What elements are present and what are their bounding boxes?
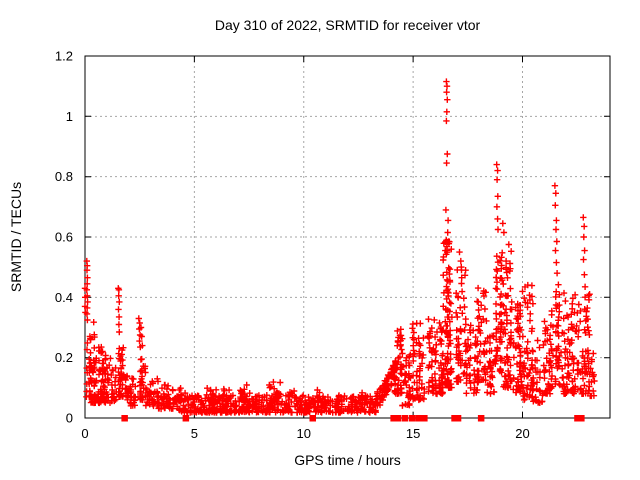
scatter-points-srmtid	[81, 78, 598, 416]
chart-title: Day 310 of 2022, SRMTID for receiver vto…	[214, 17, 481, 33]
y-tick-label: 0	[66, 411, 73, 426]
zero-value-square-marker	[451, 415, 458, 422]
zero-value-square-marker	[121, 415, 128, 422]
zero-value-square-marker	[574, 415, 581, 422]
zero-value-square-marker	[309, 415, 316, 422]
zero-value-square-marker	[390, 415, 397, 422]
x-tick-label: 0	[81, 426, 88, 441]
zero-value-square-marker	[401, 415, 409, 422]
zero-value-square-marker	[578, 415, 585, 422]
x-axis-label: GPS time / hours	[294, 452, 401, 468]
zero-value-square-marker	[182, 415, 190, 422]
y-tick-label: 1.2	[55, 49, 73, 64]
zero-value-square-marker	[421, 415, 428, 422]
y-axis-label: SRMTID / TECUs	[8, 181, 24, 293]
zero-value-square-marker	[454, 415, 462, 422]
zero-value-square-marker	[415, 415, 423, 422]
y-tick-label: 0.6	[55, 230, 73, 245]
x-tick-label: 5	[191, 426, 198, 441]
y-tick-label: 1	[66, 109, 73, 124]
zero-value-square-marker	[394, 415, 402, 422]
x-tick-label: 10	[297, 426, 311, 441]
x-tick-label: 15	[406, 426, 420, 441]
zero-value-square-marker	[409, 415, 416, 422]
y-tick-label: 0.2	[55, 350, 73, 365]
x-tick-label: 20	[515, 426, 529, 441]
zero-value-square-marker	[477, 415, 485, 422]
y-tick-label: 0.4	[55, 290, 73, 305]
y-tick-label: 0.8	[55, 169, 73, 184]
